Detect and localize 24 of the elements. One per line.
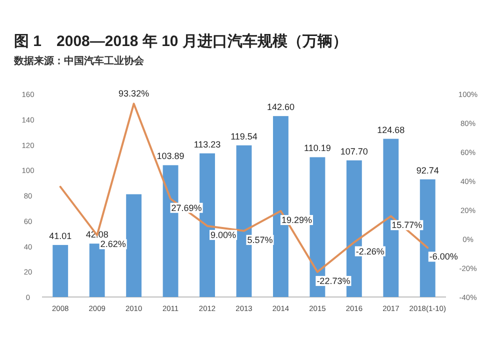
data-label: 42.08 xyxy=(86,230,108,240)
bar xyxy=(126,194,142,297)
data-label: 5.57% xyxy=(247,234,273,245)
data-label: 92.74 xyxy=(416,165,439,176)
data-label: 107.70 xyxy=(340,146,368,156)
data-label: 113.23 xyxy=(194,139,221,150)
data-label: 124.68 xyxy=(377,124,405,135)
chart-subtitle: 数据来源：中国汽车工业协会 xyxy=(13,55,145,67)
data-label: 119.54 xyxy=(230,131,258,142)
data-label: -22.73% xyxy=(316,276,350,286)
bar xyxy=(52,244,68,297)
chart-title: 图 1 2008—2018 年 10 月进口汽车规模（万辆） xyxy=(14,32,348,50)
data-label: -6.00% xyxy=(429,252,458,262)
data-label: 9.00% xyxy=(210,230,236,240)
data-label: 110.19 xyxy=(304,143,331,154)
data-label: 27.69% xyxy=(171,202,202,213)
data-label: -2.26% xyxy=(356,246,384,256)
data-label: 41.01 xyxy=(49,230,72,241)
data-label: 142.60 xyxy=(266,102,294,112)
data-label: 93.32% xyxy=(118,88,150,99)
data-label: 19.29% xyxy=(281,215,312,226)
data-label: 2.62% xyxy=(100,239,126,250)
data-label: 15.77% xyxy=(392,220,422,230)
data-label: 103.89 xyxy=(156,151,184,162)
